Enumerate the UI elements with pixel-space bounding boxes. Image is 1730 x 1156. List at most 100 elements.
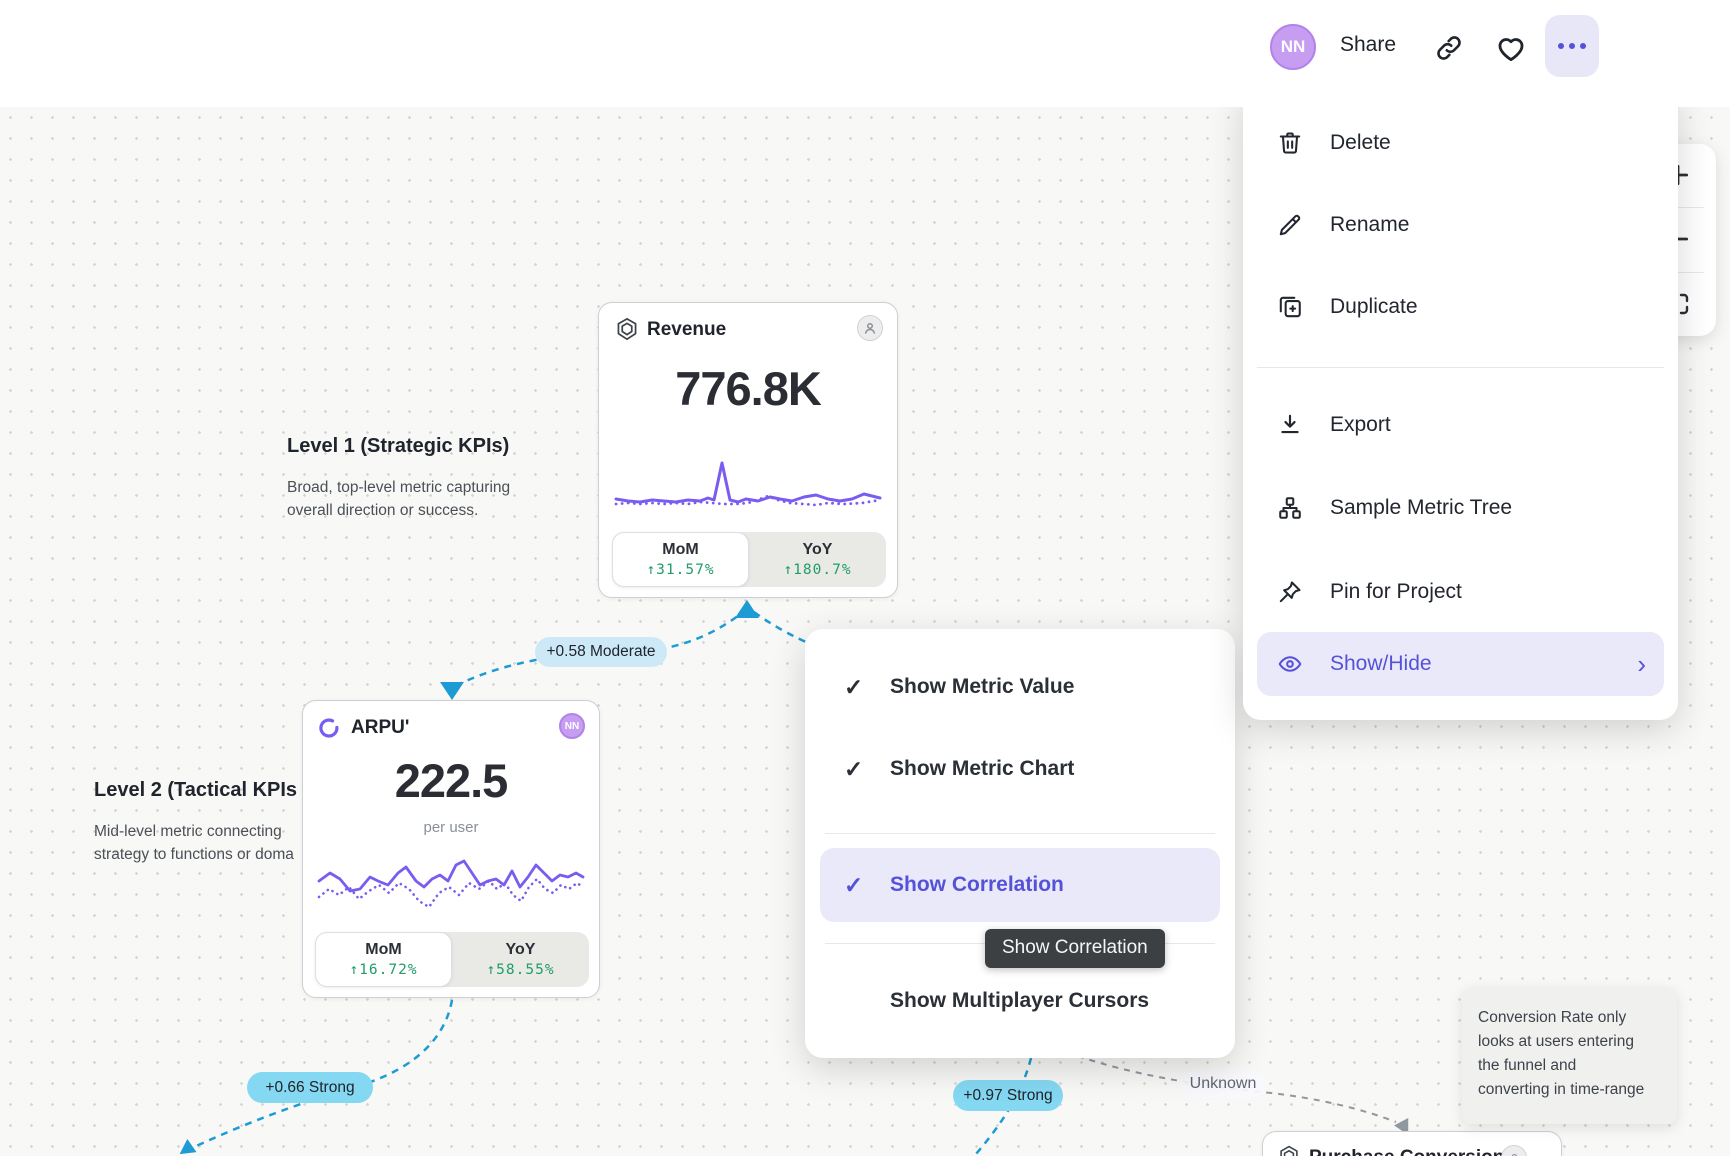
menu-item-label: Export: [1330, 413, 1391, 436]
menu-item-sample-metric-tree[interactable]: Sample Metric Tree: [1257, 477, 1664, 539]
submenu-item-show-metric-value[interactable]: ✓ Show Metric Value: [820, 656, 1220, 718]
submenu-item-label: Show Metric Value: [890, 675, 1075, 698]
hexagon-metric-icon: [1277, 1144, 1301, 1156]
arpu-unit: per user: [423, 819, 479, 836]
user-avatar[interactable]: NN: [1270, 24, 1316, 70]
menu-item-rename[interactable]: Rename: [1257, 194, 1664, 256]
revenue-yoy-tab[interactable]: YoY ↑180.7%: [749, 532, 886, 587]
metric-tree-icon: [1277, 495, 1303, 521]
arpu-card-header: ARPU' NN: [303, 701, 599, 753]
copy-link-button[interactable]: [1434, 33, 1464, 68]
revenue-mom-tab[interactable]: MoM ↑31.57%: [612, 532, 749, 587]
arpu-owner-avatar[interactable]: NN: [559, 713, 585, 739]
arpu-yoy-value: ↑58.55%: [486, 962, 555, 978]
revenue-period-toggle: MoM ↑31.57% YoY ↑180.7%: [612, 532, 886, 587]
top-bar: NN Share: [0, 0, 1730, 107]
submenu-item-label: Show Correlation: [890, 873, 1064, 896]
arpu-value: 222.5: [394, 754, 509, 807]
menu-divider: [1257, 367, 1664, 368]
arpu-yoy-tab[interactable]: YoY ↑58.55%: [452, 932, 589, 987]
submenu-item-show-metric-chart[interactable]: ✓ Show Metric Chart: [820, 738, 1220, 800]
menu-item-label: Pin for Project: [1330, 580, 1462, 603]
show-hide-submenu: ✓ Show Metric Value ✓ Show Metric Chart …: [805, 629, 1235, 1058]
check-icon: ✓: [844, 755, 864, 782]
more-options-menu: Delete Rename Duplicate: [1243, 85, 1678, 720]
conversion-rate-note: Conversion Rate only looks at users ente…: [1462, 987, 1677, 1124]
submenu-item-label: Show Multiplayer Cursors: [890, 989, 1150, 1012]
menu-item-label: Duplicate: [1330, 295, 1418, 318]
share-button[interactable]: Share: [1340, 33, 1397, 56]
check-icon: ✓: [844, 673, 864, 700]
menu-item-label: Rename: [1330, 213, 1410, 236]
metric-card-purchase-conversion[interactable]: Purchase Conversion R: [1262, 1131, 1562, 1156]
menu-item-pin-for-project[interactable]: Pin for Project: [1257, 561, 1664, 623]
menu-item-label: Show/Hide: [1330, 652, 1432, 675]
eye-icon: [1277, 651, 1303, 677]
note-line: the funnel and: [1478, 1057, 1577, 1074]
revenue-yoy-label: YoY: [802, 541, 833, 558]
arpu-card-title: ARPU': [351, 717, 410, 738]
dot: [1569, 43, 1575, 49]
correlation-badge-revenue-arpu[interactable]: +0.58 Moderate: [535, 637, 667, 667]
show-correlation-tooltip: Show Correlation: [985, 929, 1165, 968]
arpu-sparkline: [317, 859, 585, 909]
level2-title: Level 2 (Tactical KPIs: [94, 779, 298, 801]
menu-item-label: Delete: [1330, 131, 1391, 154]
toolbar-divider: [1652, 207, 1704, 208]
arpu-yoy-label: YoY: [505, 941, 536, 958]
pin-icon: [1277, 579, 1303, 605]
level2-desc-line2: strategy to functions or doma: [94, 846, 294, 863]
revenue-owner-avatar[interactable]: [857, 315, 883, 341]
menu-item-label: Sample Metric Tree: [1330, 496, 1513, 519]
revenue-mom-value: ↑31.57%: [646, 562, 715, 578]
level1-title: Level 1 (Strategic KPIs): [287, 435, 510, 457]
hexagon-metric-icon: [614, 316, 640, 347]
menu-item-delete[interactable]: Delete: [1257, 112, 1664, 174]
correlation-badge-arpu-child[interactable]: +0.66 Strong: [247, 1072, 373, 1103]
level1-description: Broad, top-level metric capturing overal…: [287, 476, 510, 522]
note-line: converting in time-range: [1478, 1081, 1645, 1098]
chevron-right-icon: ›: [1637, 649, 1646, 679]
correlation-badge-revenue-right[interactable]: +0.97 Strong: [953, 1080, 1063, 1111]
duplicate-icon: [1277, 294, 1303, 320]
level1-desc-line2: overall direction or success.: [287, 502, 479, 519]
arpu-period-toggle: MoM ↑16.72% YoY ↑58.55%: [315, 932, 589, 987]
link-icon: [1437, 36, 1461, 60]
arpu-mom-label: MoM: [365, 941, 402, 958]
revenue-yoy-value: ↑180.7%: [783, 562, 852, 578]
menu-item-show-hide[interactable]: Show/Hide ›: [1257, 632, 1664, 696]
submenu-item-show-multiplayer-cursors[interactable]: Show Multiplayer Cursors: [820, 970, 1220, 1032]
metric-card-arpu[interactable]: ARPU' NN 222.5 per user MoM ↑16.72% YoY …: [302, 700, 600, 998]
level2-desc-line1: Mid-level metric connecting: [94, 823, 282, 840]
pencil-icon: [1277, 212, 1303, 238]
metric-card-revenue[interactable]: Revenue 776.8K MoM ↑31.57% YoY ↑180.7%: [598, 302, 898, 598]
revenue-card-header: Revenue: [599, 303, 897, 355]
heart-icon: [1498, 38, 1524, 62]
level2-description: Mid-level metric connecting strategy to …: [94, 820, 294, 866]
menu-item-export[interactable]: Export: [1257, 394, 1664, 456]
arc-metric-icon: [318, 716, 342, 745]
revenue-value: 776.8K: [675, 362, 822, 415]
revenue-mom-label: MoM: [662, 541, 699, 558]
more-options-button[interactable]: [1545, 15, 1599, 77]
toolbar-divider: [1652, 272, 1704, 273]
submenu-divider: [825, 833, 1215, 834]
favorite-button[interactable]: [1494, 31, 1528, 70]
correlation-badge-unknown[interactable]: Unknown: [1180, 1070, 1266, 1098]
arpu-mom-tab[interactable]: MoM ↑16.72%: [315, 932, 452, 987]
submenu-item-show-correlation[interactable]: ✓ Show Correlation: [820, 848, 1220, 922]
note-line: Conversion Rate only: [1478, 1009, 1627, 1026]
arpu-mom-value: ↑16.72%: [349, 962, 418, 978]
purchase-card-title: Purchase Conversion R: [1309, 1147, 1523, 1156]
check-icon: ✓: [844, 871, 864, 898]
submenu-item-label: Show Metric Chart: [890, 757, 1075, 780]
dot: [1558, 43, 1564, 49]
dot: [1580, 43, 1586, 49]
revenue-card-title: Revenue: [647, 319, 727, 340]
download-icon: [1277, 412, 1303, 438]
level1-desc-line1: Broad, top-level metric capturing: [287, 479, 511, 496]
trash-icon: [1277, 130, 1303, 156]
menu-item-duplicate[interactable]: Duplicate: [1257, 276, 1664, 338]
note-line: looks at users entering: [1478, 1033, 1634, 1050]
